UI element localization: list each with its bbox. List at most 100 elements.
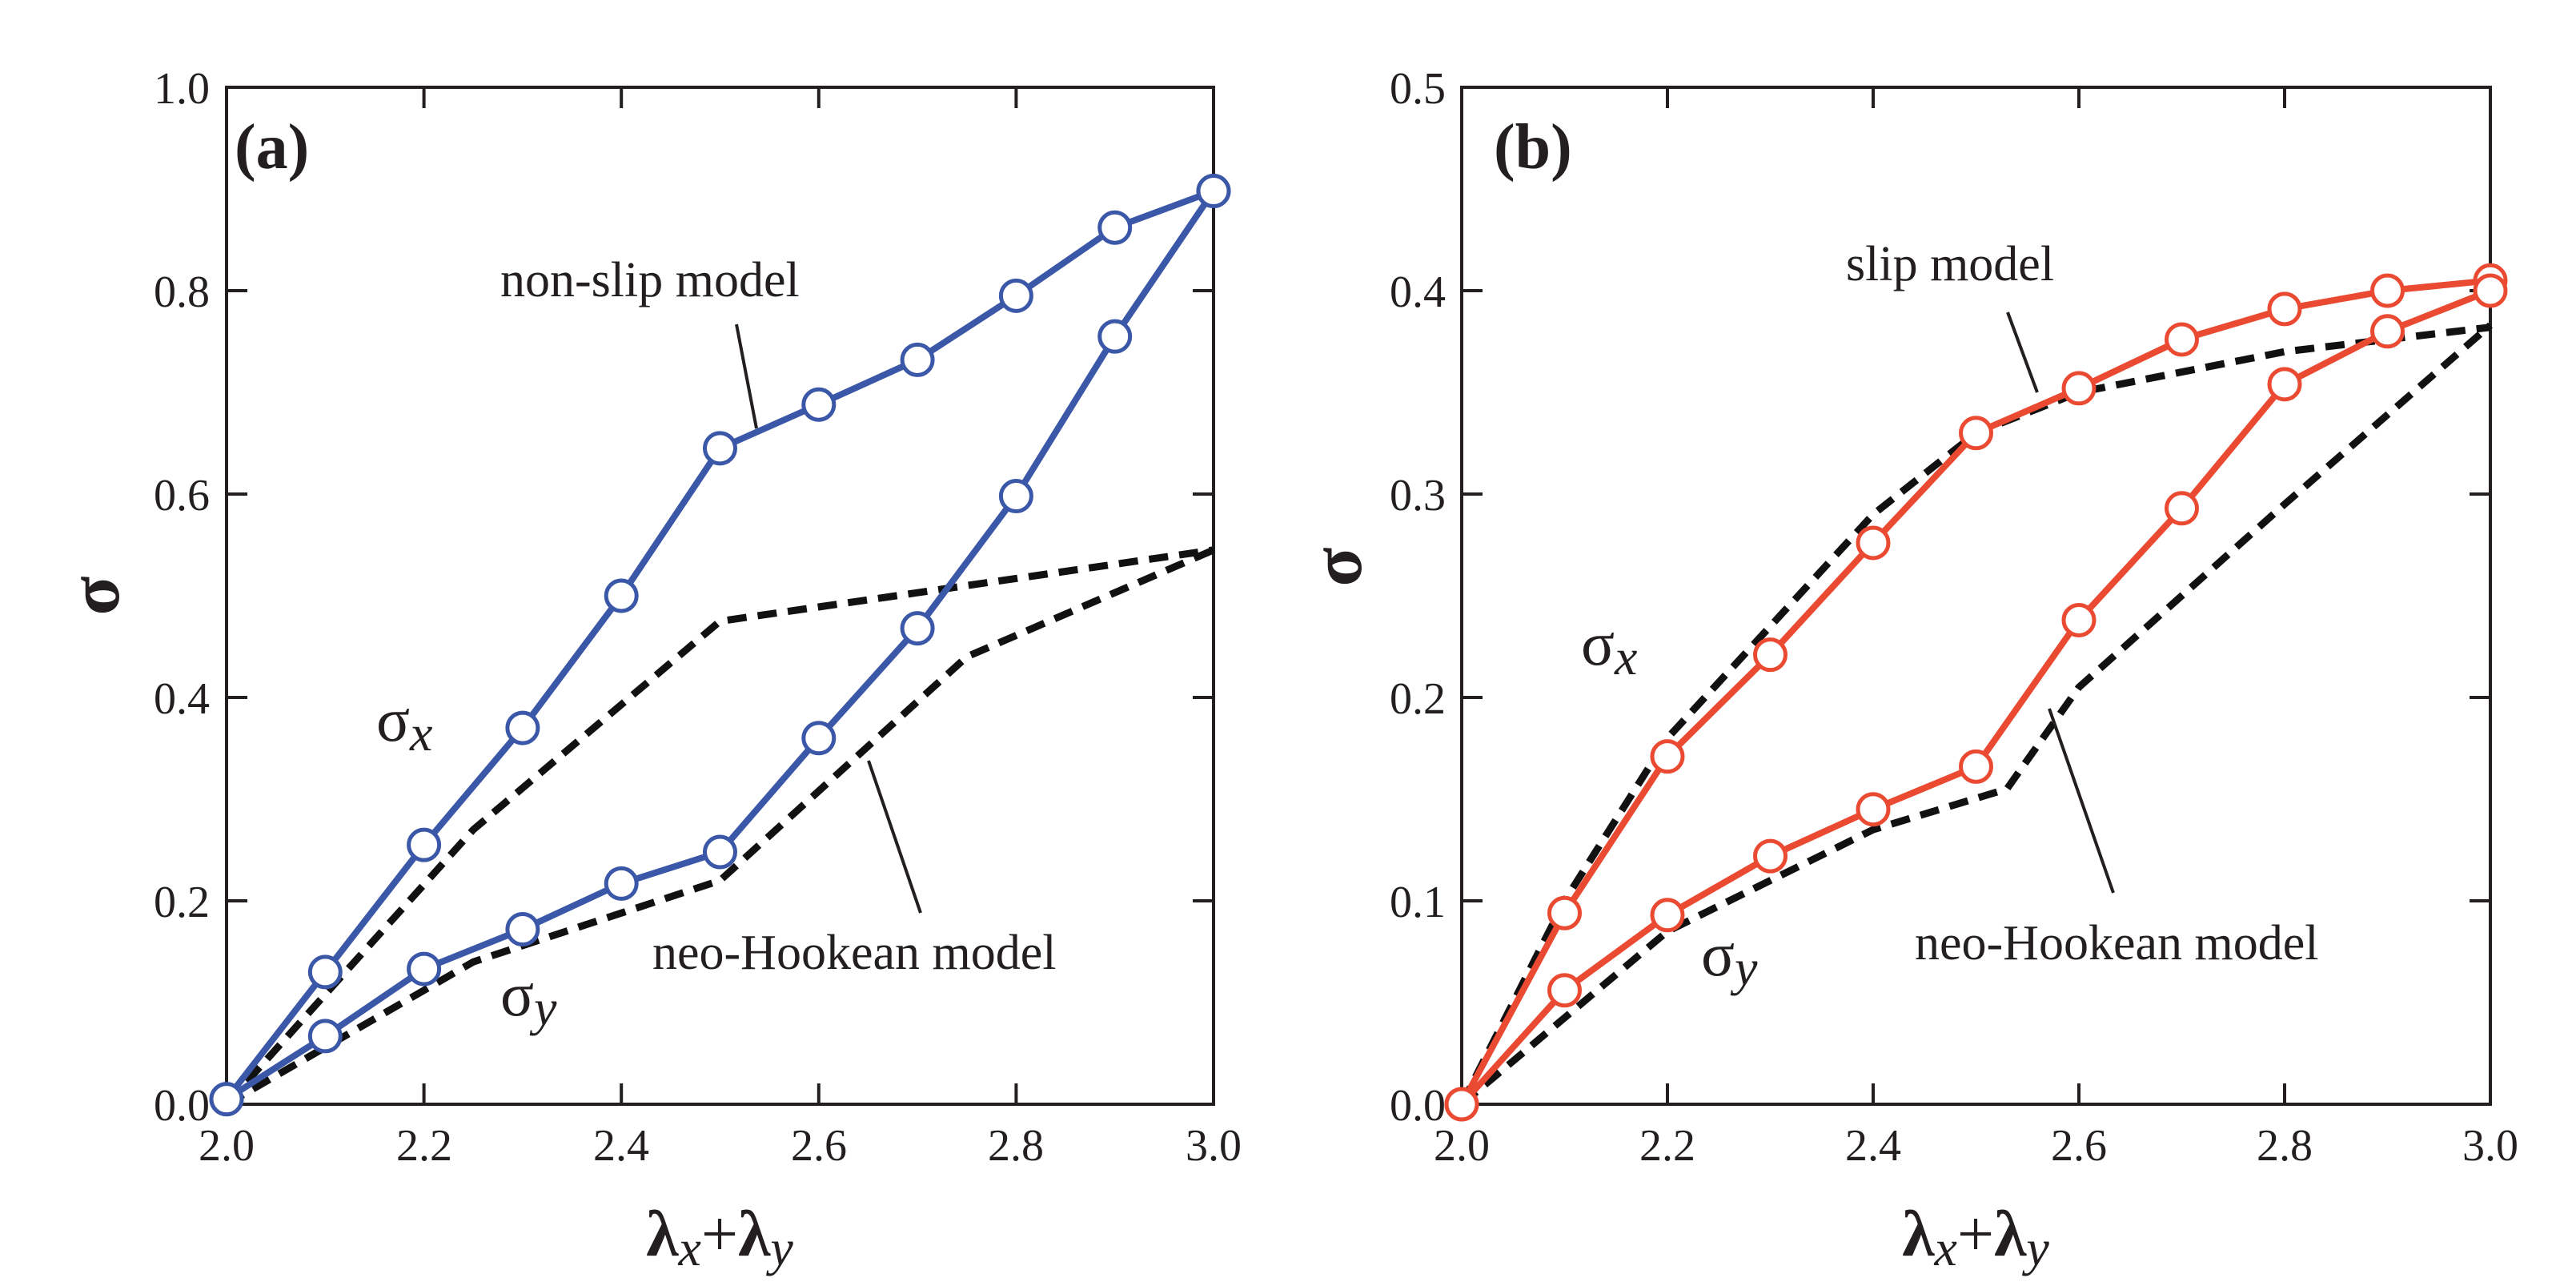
series-label-sub: x [1614, 629, 1637, 685]
data-point [2061, 371, 2097, 406]
leader-line-slip [2006, 311, 2039, 393]
x-tick-label-5: 3.0 [2462, 1121, 2518, 1171]
y-tick-label-0: 0.0 [1390, 1081, 1446, 1131]
x-axis-label-a: λx+λy [646, 1197, 793, 1276]
x-axis-label-lambda: λ [646, 1197, 679, 1270]
data-point [1959, 416, 1993, 451]
annotation-non-slip-model: non-slip model [500, 253, 800, 307]
series-label-sub: y [529, 979, 557, 1036]
x-tick-label-3: 2.6 [791, 1121, 847, 1171]
data-point [307, 1019, 343, 1054]
data-lines-b [1458, 277, 2493, 1107]
y-tick-label-5: 0.5 [1390, 64, 1446, 114]
data-point [307, 954, 343, 990]
series-label-sigma-x-b: σx [1581, 609, 1637, 685]
data-point [1547, 895, 1582, 930]
data-point [505, 710, 540, 745]
series-label-sub: y [1730, 939, 1758, 996]
data-point [1444, 1087, 1479, 1122]
x-tick-label-1: 2.2 [396, 1121, 452, 1171]
data-point [1097, 319, 1133, 354]
data-point [998, 479, 1033, 514]
y-tick-label-3: 0.6 [154, 471, 210, 520]
x-tick-label-2: 2.4 [593, 1121, 649, 1171]
x-tick-label-0: 2.0 [1434, 1121, 1490, 1171]
leader-line-neo-hookean-b [2048, 708, 2115, 894]
data-point [2473, 273, 2508, 308]
y-tick-label-1: 0.1 [1390, 878, 1446, 927]
data-point [2370, 273, 2405, 308]
data-point [801, 387, 837, 422]
plot-frame-a [225, 86, 1215, 1106]
annotation-neo-hookean-a: neo-Hookean model [652, 926, 1056, 980]
data-point [209, 1082, 244, 1117]
data-point [604, 578, 639, 613]
data-point [703, 431, 737, 466]
y-axis-label-b: σ [1298, 547, 1377, 586]
x-axis-label-plus: + [701, 1197, 738, 1270]
y-tick-label-3: 0.3 [1390, 471, 1446, 520]
x-tick-label-1: 2.2 [1639, 1121, 1695, 1171]
panel-a: 0.0 0.2 0.4 0.6 0.8 1.0 2.0 2.2 2.4 2.6 … [55, 64, 1242, 1276]
series-label-main: σ [1701, 919, 1735, 989]
y-tick-label-4: 0.4 [1390, 267, 1446, 317]
y-tick-labels-a: 0.0 0.2 0.4 0.6 0.8 1.0 [154, 64, 210, 1131]
y-tick-label-2: 0.2 [1390, 674, 1446, 724]
x-axis-label-sub-x: x [1933, 1220, 1956, 1276]
plot-frame-b [1460, 86, 2492, 1106]
series-label-main: σ [500, 959, 534, 1029]
data-point [1959, 749, 1993, 784]
data-point [801, 721, 837, 756]
x-tick-label-0: 2.0 [199, 1121, 255, 1171]
series-label-sigma-y-b: σy [1701, 919, 1758, 996]
series-label-sub: x [409, 705, 432, 762]
x-tick-label-5: 3.0 [1186, 1121, 1242, 1171]
data-markers-a [209, 174, 1231, 1117]
x-tick-label-4: 2.8 [2257, 1121, 2313, 1171]
series-label-main: σ [1581, 609, 1615, 678]
y-tick-label-4: 0.8 [154, 267, 210, 317]
data-point [1547, 973, 1582, 1008]
panel-b: 0.0 0.1 0.2 0.3 0.4 0.5 2.0 2.2 2.4 2.6 … [1298, 64, 2518, 1276]
data-point [407, 827, 442, 862]
series-line-σy [1459, 287, 2492, 1107]
data-point [407, 951, 442, 987]
data-markers-b [1444, 263, 2508, 1122]
data-point [703, 834, 737, 870]
x-tick-label-2: 2.4 [1845, 1121, 1901, 1171]
y-tick-label-5: 1.0 [154, 64, 210, 114]
reference-line-0 [1458, 324, 2491, 1107]
leader-line-non-slip [735, 324, 758, 429]
series-label-sigma-x-a: σx [376, 685, 432, 762]
data-point [1097, 210, 1133, 245]
x-axis-label-sub-y: y [2021, 1220, 2049, 1276]
panel-label-a: (a) [235, 112, 309, 183]
x-tick-label-3: 2.6 [2051, 1121, 2107, 1171]
x-axis-label-lambda: λ [1902, 1197, 1935, 1270]
data-point [900, 611, 935, 646]
data-point [2165, 322, 2199, 357]
x-axis-label-plus: + [1957, 1197, 1994, 1270]
data-point [1753, 838, 1788, 874]
data-point [2267, 367, 2302, 402]
leader-line-neo-hookean-a [867, 760, 922, 914]
x-tick-label-4: 2.8 [988, 1121, 1044, 1171]
reference-line-1 [1459, 322, 2493, 1107]
x-axis-label-lambda-2: λ [1994, 1197, 2027, 1270]
data-point [900, 342, 935, 377]
y-tick-label-0: 0.0 [154, 1081, 210, 1131]
data-point [998, 278, 1033, 313]
data-point [1856, 525, 1891, 561]
y-tick-label-2: 0.4 [154, 674, 210, 724]
x-axis-label-sub-y: y [765, 1220, 793, 1276]
annotation-neo-hookean-b: neo-Hookean model [1915, 916, 2318, 971]
series-label-main: σ [376, 685, 410, 754]
panel-label-b: (b) [1494, 112, 1572, 183]
x-tick-labels-b: 2.0 2.2 2.4 2.6 2.8 3.0 [1434, 1121, 2518, 1171]
series-line-σx [1459, 277, 2491, 1106]
data-point [1650, 739, 1685, 774]
data-point [505, 912, 540, 947]
x-tick-labels-a: 2.0 2.2 2.4 2.6 2.8 3.0 [199, 1121, 1242, 1171]
x-axis-label-sub-x: x [677, 1220, 700, 1276]
